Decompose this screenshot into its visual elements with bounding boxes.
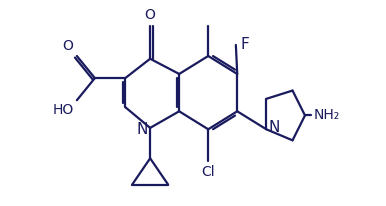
Text: N: N — [269, 119, 280, 135]
Text: HO: HO — [52, 103, 74, 117]
Text: NH₂: NH₂ — [313, 108, 340, 122]
Text: O: O — [145, 8, 156, 22]
Text: N: N — [137, 122, 148, 137]
Text: Cl: Cl — [201, 165, 215, 179]
Text: O: O — [63, 39, 74, 53]
Text: F: F — [240, 37, 249, 53]
